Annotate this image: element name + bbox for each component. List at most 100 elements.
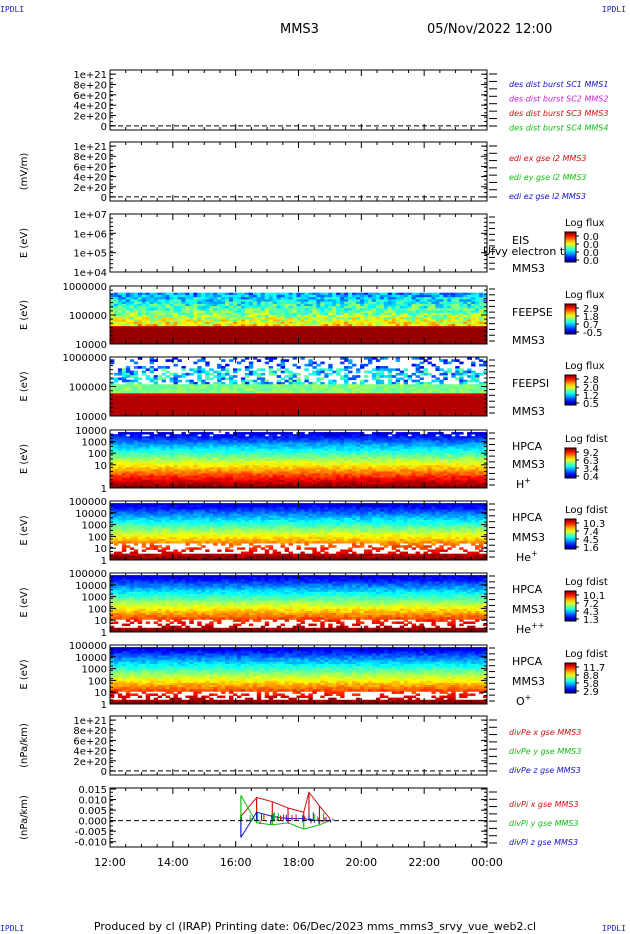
colorbar: [564, 447, 577, 479]
colorbar-tick: 7.2: [583, 599, 599, 610]
y-tick-label: 100: [88, 604, 107, 615]
y-tick-label: 6e+20: [73, 162, 107, 173]
y-tick-label: 0: [101, 767, 107, 778]
instrument-label: EIS: [512, 234, 529, 247]
y-tick-label: 1000: [82, 521, 107, 532]
plot-frame: [109, 213, 488, 273]
y-tick-label: 1e+05: [73, 249, 107, 260]
y-tick-label: 10000: [75, 653, 107, 664]
y-tick-label: 1000: [82, 665, 107, 676]
legend-entry: edi ez gse l2 MMS3: [509, 192, 586, 201]
y-axis-label: E (eV): [19, 659, 30, 689]
legend-entry: edi ey gse l2 MMS3: [509, 173, 587, 182]
y-tick-label: 4e+20: [73, 101, 107, 112]
x-tick-label: 20:00: [345, 856, 377, 869]
y-tick-label: 10000: [75, 581, 107, 592]
y-tick-label: 10: [94, 616, 107, 627]
instrument-label: HPCA: [512, 583, 543, 596]
overlay-label: Ufvy electron to: [483, 245, 571, 258]
y-tick-label: 1e+04: [73, 268, 107, 279]
date-title: 05/Nov/2022 12:00: [427, 22, 553, 37]
colorbar-title: Log fdist: [565, 434, 608, 445]
y-tick-label: 8e+20: [73, 152, 107, 163]
series-line-2: [240, 811, 330, 838]
colorbar-tick: 4.5: [583, 535, 599, 546]
legend-entry: divPe x gse MMS3: [509, 728, 581, 737]
y-axis-label: E (eV): [19, 444, 30, 474]
colorbar-tick: 0.5: [583, 399, 599, 410]
y-tick-label: 0.005: [78, 806, 107, 817]
y-tick-label: -0.010: [75, 838, 107, 849]
mission-title: MMS3: [280, 22, 319, 37]
legend-entry: divPi y gse MMS3: [509, 819, 579, 828]
y-tick-label: 2e+20: [73, 112, 107, 123]
y-tick-label: 100000: [69, 641, 107, 652]
y-tick-label: 100000: [69, 383, 107, 394]
legend-entry: edi ex gse l2 MMS3: [509, 154, 587, 163]
y-tick-label: 6e+20: [73, 91, 107, 102]
colorbar-title: Log fdist: [565, 649, 608, 660]
y-tick-label: -0.005: [75, 827, 107, 838]
corner-label-bl: IPDLI: [0, 924, 25, 933]
colorbar-tick: 1.2: [583, 391, 599, 402]
y-axis-label: (mV/m): [19, 153, 30, 191]
instrument-label: He+: [516, 549, 538, 564]
footer-text: Produced by cl (IRAP) Printing date: 06/…: [93, 920, 537, 933]
colorbar-title: Log flux: [565, 218, 605, 229]
panel-p3: 1e+07 1e+06 1e+05 1e+04 E (eV) EIS MMS3 Ufvy el…: [19, 210, 605, 279]
y-axis-label: E (eV): [19, 300, 30, 330]
instrument-label: HPCA: [512, 440, 543, 453]
y-tick-label: 10000: [75, 426, 107, 437]
y-tick-label: 4e+20: [73, 173, 107, 184]
y-tick-label: 1000: [82, 593, 107, 604]
y-tick-label: 10000: [75, 340, 107, 351]
colorbar-tick: 0.0: [583, 240, 599, 251]
instrument-label: MMS3: [512, 334, 545, 347]
y-tick-label: 100000: [69, 311, 107, 322]
colorbar: [564, 662, 577, 694]
colorbar-tick: 5.8: [583, 679, 599, 690]
colorbar-tick: 3.4: [583, 464, 599, 475]
y-tick-label: 1e+07: [73, 210, 107, 221]
instrument-label: FEEPSE: [512, 306, 553, 319]
colorbar-tick: 1.3: [583, 615, 599, 626]
y-tick-label: 100: [88, 449, 107, 460]
y-axis-label: (nPa/km): [19, 795, 30, 840]
colorbar-tick: 10.1: [583, 591, 605, 602]
plot-frame: [109, 141, 488, 202]
y-tick-label: 1000000: [62, 353, 107, 364]
y-tick-label: 0: [101, 193, 107, 204]
colorbar-title: Log fdist: [565, 577, 608, 588]
y-tick-label: 1000: [82, 438, 107, 449]
instrument-label: FEEPSI: [512, 377, 549, 390]
instrument-label: MMS3: [512, 603, 545, 616]
colorbar-tick: 1.6: [583, 543, 599, 554]
colorbar-tick: 0.4: [583, 472, 599, 483]
legend-entry: divPe y gse MMS3: [509, 747, 581, 756]
instrument-label: He++: [516, 621, 544, 636]
colorbar: [564, 518, 577, 550]
y-tick-label: 100000: [69, 497, 107, 508]
panel-p5: 1000000 100000 10000 E (eV) FEEPSI MMS3 Log fl…: [19, 353, 605, 423]
x-tick-label: 12:00: [94, 856, 126, 869]
corner-label-tr: IPDLI: [601, 5, 626, 14]
plot-frame: [109, 715, 488, 776]
x-tick-label: 18:00: [283, 856, 315, 869]
legend-entry: des dist burst SC3 MMS3: [509, 109, 608, 118]
y-tick-label: 8e+20: [73, 80, 107, 91]
y-tick-label: 100000: [69, 569, 107, 580]
y-tick-label: 4e+20: [73, 747, 107, 758]
instrument-label: H+: [516, 476, 531, 491]
y-tick-label: 100: [88, 532, 107, 543]
colorbar-title: Log fdist: [565, 505, 608, 516]
plot-frame: [109, 787, 488, 848]
colorbar: [564, 303, 577, 335]
y-tick-label: 8e+20: [73, 726, 107, 737]
legend-entry: divPi z gse MMS3: [509, 838, 578, 847]
